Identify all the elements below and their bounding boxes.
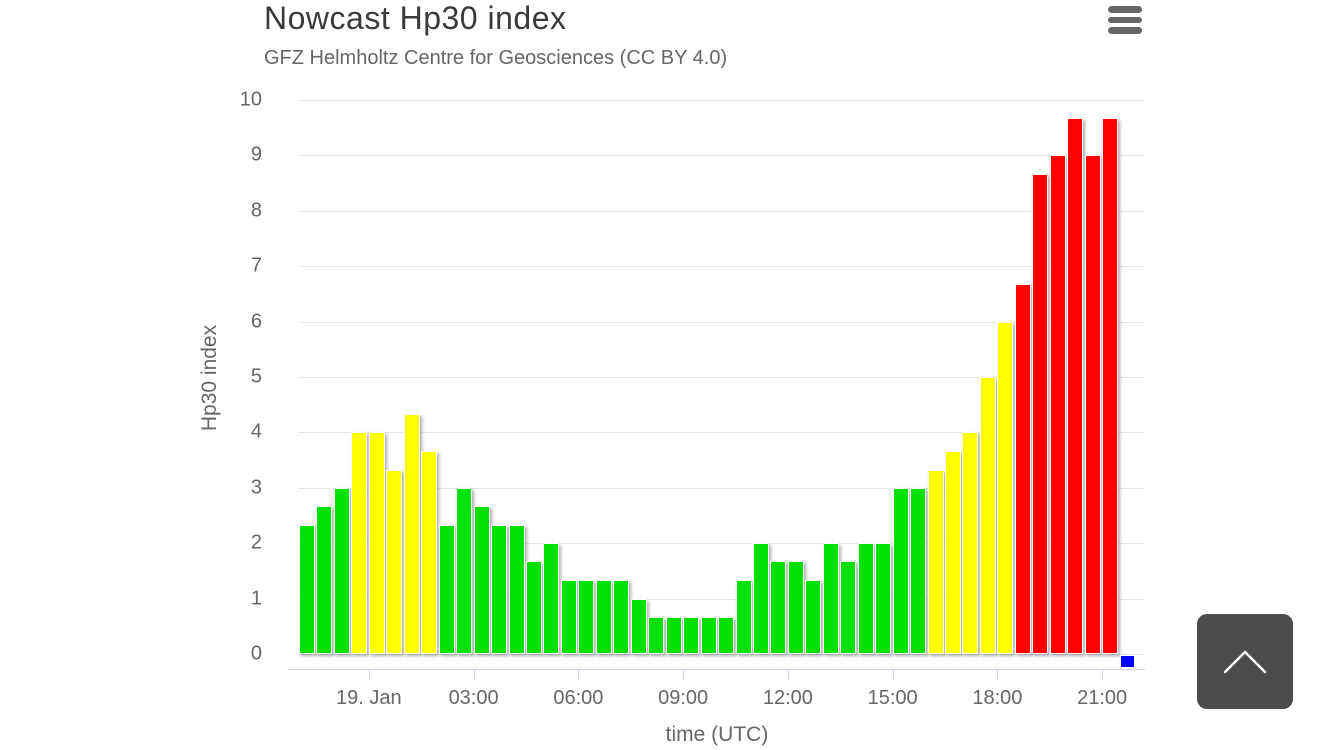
hp30-bar[interactable] xyxy=(403,414,420,654)
hp30-bar[interactable] xyxy=(1049,155,1066,654)
x-tick-label: 15:00 xyxy=(867,687,918,709)
x-axis-tick xyxy=(1102,669,1104,680)
x-tick-label: 06:00 xyxy=(553,687,604,709)
hp30-bar[interactable] xyxy=(1102,118,1119,654)
gridline xyxy=(298,210,1145,212)
hp30-bar[interactable] xyxy=(962,432,979,654)
hp30-bar[interactable] xyxy=(421,450,438,654)
y-tick-label: 2 xyxy=(250,531,262,554)
hp30-bar[interactable] xyxy=(543,543,560,654)
y-tick-label: 1 xyxy=(250,587,262,610)
y-tick-label: 7 xyxy=(250,254,262,277)
hp30-bar[interactable] xyxy=(525,561,542,654)
hp30-bar[interactable] xyxy=(473,506,490,654)
hp30-bar[interactable] xyxy=(1014,284,1031,654)
hp30-bar[interactable] xyxy=(1032,173,1049,654)
hp30-bar[interactable] xyxy=(508,524,525,654)
hp30-bar[interactable] xyxy=(683,616,700,654)
hp30-bar[interactable] xyxy=(718,616,735,654)
hp30-bar[interactable] xyxy=(578,580,595,654)
y-tick-label: 10 xyxy=(239,88,262,111)
hp30-bar[interactable] xyxy=(945,450,962,654)
hp30-bar[interactable] xyxy=(491,524,508,654)
hp30-bar[interactable] xyxy=(979,377,996,654)
hp30-bar[interactable] xyxy=(560,580,577,654)
scroll-to-top-button[interactable] xyxy=(1197,614,1293,709)
x-tick-label: 19. Jan xyxy=(336,687,402,709)
hp30-bar[interactable] xyxy=(648,616,665,654)
hp30-bar[interactable] xyxy=(368,432,385,654)
hamburger-icon xyxy=(1108,6,1142,34)
hp30-bar[interactable] xyxy=(735,580,752,654)
hp30-bar[interactable] xyxy=(595,580,612,654)
chevron-up-icon xyxy=(1223,650,1267,673)
hp30-bar[interactable] xyxy=(822,543,839,654)
x-axis-line xyxy=(288,669,1145,670)
hp30-bar[interactable] xyxy=(875,543,892,654)
hp30-bar[interactable] xyxy=(700,616,717,654)
hp30-bar[interactable] xyxy=(770,561,787,654)
y-tick-label: 9 xyxy=(250,143,262,166)
y-tick-label: 6 xyxy=(250,310,262,333)
x-tick-label: 18:00 xyxy=(972,687,1023,709)
hp30-bar[interactable] xyxy=(1067,118,1084,654)
x-tick-label: 09:00 xyxy=(658,687,709,709)
gridline xyxy=(298,487,1145,489)
hp30-bar[interactable] xyxy=(1084,155,1101,654)
chart-title: Nowcast Hp30 index xyxy=(264,0,567,36)
x-axis-tick xyxy=(473,669,475,680)
gridline xyxy=(298,100,1145,101)
hp30-bar[interactable] xyxy=(910,487,927,654)
x-axis-tick xyxy=(578,669,580,680)
gridline xyxy=(298,155,1145,157)
x-axis-tick xyxy=(997,669,999,680)
chart-subtitle: GFZ Helmholtz Centre for Geosciences (CC… xyxy=(264,47,728,69)
x-axis-tick xyxy=(787,669,789,680)
chart-context-menu-button[interactable] xyxy=(1104,2,1146,38)
hp30-bar[interactable] xyxy=(997,321,1014,654)
x-axis-title: time (UTC) xyxy=(665,723,769,746)
y-tick-label: 0 xyxy=(250,642,262,665)
hp30-bar[interactable] xyxy=(665,616,682,654)
y-tick-label: 3 xyxy=(250,476,262,499)
hp30-bar[interactable] xyxy=(787,561,804,654)
hp30-bar[interactable] xyxy=(857,543,874,654)
hp30-bar[interactable] xyxy=(613,580,630,654)
gridline xyxy=(298,266,1145,268)
gridline xyxy=(298,321,1145,323)
hp30-bar[interactable] xyxy=(752,543,769,654)
hp30-bar[interactable] xyxy=(805,580,822,654)
y-tick-label: 4 xyxy=(250,420,262,443)
hp30-bar[interactable] xyxy=(630,598,647,654)
hp30-bar[interactable] xyxy=(386,469,403,654)
hp30-bar[interactable] xyxy=(840,561,857,654)
gridline xyxy=(298,432,1145,434)
gridline xyxy=(298,543,1145,545)
hp30-bar[interactable] xyxy=(456,487,473,654)
y-tick-label: 5 xyxy=(250,365,262,388)
hp30-bar[interactable] xyxy=(438,524,455,654)
hp30-bar[interactable] xyxy=(316,506,333,654)
x-tick-label: 03:00 xyxy=(448,687,499,709)
hp30-bar[interactable] xyxy=(351,432,368,654)
x-axis-tick xyxy=(683,669,685,680)
hp30-bar[interactable] xyxy=(1119,655,1135,668)
gridline xyxy=(298,654,1145,655)
gridline xyxy=(298,377,1145,378)
hp30-bar[interactable] xyxy=(892,487,909,654)
x-axis-tick xyxy=(892,669,894,680)
y-tick-label: 8 xyxy=(250,199,262,222)
x-tick-label: 21:00 xyxy=(1077,687,1128,709)
hp30-bar[interactable] xyxy=(333,487,350,654)
plot-area xyxy=(298,100,1145,668)
x-axis-tick xyxy=(368,669,370,680)
gridline xyxy=(298,598,1145,600)
hp30-bar[interactable] xyxy=(299,524,315,654)
x-tick-label: 12:00 xyxy=(762,687,813,709)
hp30-bar[interactable] xyxy=(927,469,944,654)
